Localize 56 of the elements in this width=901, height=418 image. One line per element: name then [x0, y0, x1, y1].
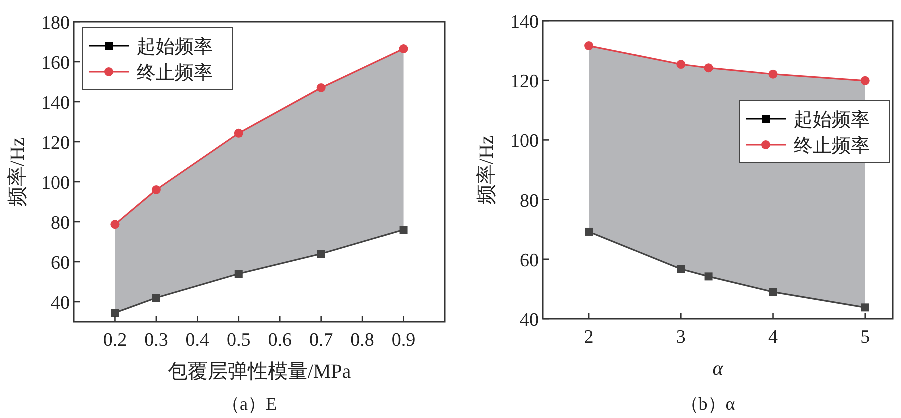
- x-tick-label: 0.4: [186, 330, 210, 351]
- x-axis-title: 包覆层弹性模量/MPa: [168, 361, 352, 383]
- x-tick-label: 0.8: [350, 330, 374, 351]
- y-tick-label: 100: [42, 173, 70, 194]
- x-tick-label: 0.9: [392, 330, 416, 351]
- point: [704, 272, 713, 281]
- point: [585, 228, 594, 236]
- text: （b）α: [680, 394, 736, 414]
- y-axis-title: 频率/Hz: [7, 137, 29, 206]
- y-tick-label: 120: [510, 72, 539, 93]
- point: [584, 42, 594, 51]
- point: [704, 64, 714, 73]
- point: [316, 84, 326, 92]
- x-tick-label: 0.3: [144, 330, 168, 351]
- y-tick-label: 140: [42, 93, 70, 114]
- point: [861, 304, 870, 312]
- y-tick-label: 180: [42, 13, 70, 34]
- y-tick-label: 120: [42, 133, 70, 154]
- y-tick-label: 80: [520, 190, 539, 212]
- point: [399, 44, 408, 54]
- text: （a）E: [222, 394, 277, 414]
- x-tick-label: 5: [860, 327, 870, 348]
- point: [400, 226, 408, 234]
- y-tick-label: 80: [51, 213, 70, 234]
- x-tick-label: 3: [676, 327, 686, 348]
- y-tick-label: 60: [51, 253, 70, 274]
- text: 起始频率: [137, 37, 213, 58]
- point: [152, 186, 161, 194]
- x-tick-label: 0.5: [227, 330, 251, 351]
- point: [111, 309, 120, 317]
- x-tick-label: 0.6: [268, 330, 292, 351]
- point: [317, 250, 326, 258]
- y-tick-label: 100: [510, 131, 539, 152]
- x-axis-title: α: [712, 358, 724, 380]
- point: [677, 265, 686, 274]
- x-tick-label: 0.7: [309, 330, 334, 351]
- point: [768, 70, 778, 79]
- point: [110, 220, 120, 230]
- y-tick-label: 60: [520, 250, 539, 272]
- y-tick-label: 40: [51, 293, 70, 314]
- point: [860, 76, 870, 86]
- text: 起始频率: [794, 110, 870, 131]
- x-tick-label: 4: [768, 327, 779, 348]
- point: [234, 128, 244, 138]
- legend-label: 终止频率: [137, 62, 213, 84]
- point: [234, 270, 243, 278]
- y-tick-label: 160: [42, 53, 70, 74]
- legend-label: 终止频率: [794, 135, 870, 157]
- point: [676, 60, 686, 70]
- y-axis-title: 频率/Hz: [476, 135, 498, 204]
- y-tick-label: 140: [510, 12, 539, 33]
- y-tick-label: 40: [520, 310, 539, 331]
- point: [152, 294, 160, 302]
- x-tick-label: 0.2: [103, 330, 128, 351]
- x-tick-label: 2: [584, 327, 594, 348]
- point: [769, 288, 778, 296]
